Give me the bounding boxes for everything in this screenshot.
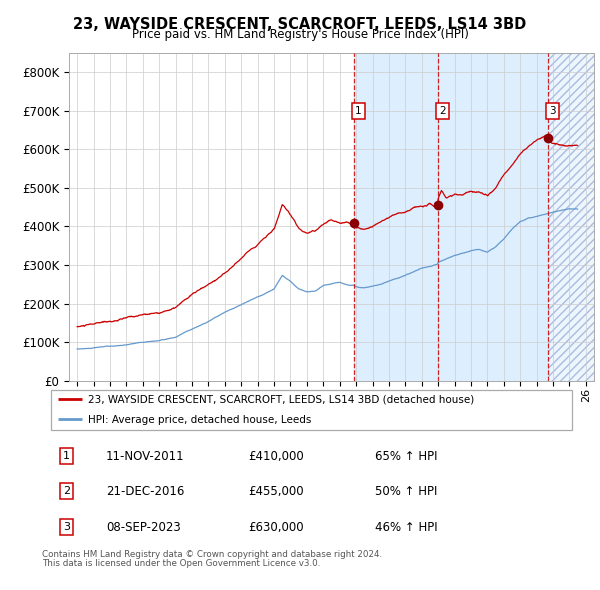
Text: 2: 2 bbox=[439, 106, 446, 116]
Text: Contains HM Land Registry data © Crown copyright and database right 2024.: Contains HM Land Registry data © Crown c… bbox=[42, 550, 382, 559]
Text: Price paid vs. HM Land Registry's House Price Index (HPI): Price paid vs. HM Land Registry's House … bbox=[131, 28, 469, 41]
Text: 2: 2 bbox=[63, 486, 70, 496]
Text: 65% ↑ HPI: 65% ↑ HPI bbox=[376, 450, 438, 463]
Text: 50% ↑ HPI: 50% ↑ HPI bbox=[376, 484, 438, 498]
Text: 3: 3 bbox=[549, 106, 556, 116]
FancyBboxPatch shape bbox=[50, 390, 572, 430]
Text: 08-SEP-2023: 08-SEP-2023 bbox=[106, 521, 181, 534]
Text: 1: 1 bbox=[63, 451, 70, 461]
Text: 1: 1 bbox=[355, 106, 362, 116]
Text: 23, WAYSIDE CRESCENT, SCARCROFT, LEEDS, LS14 3BD: 23, WAYSIDE CRESCENT, SCARCROFT, LEEDS, … bbox=[73, 17, 527, 31]
Bar bbox=[548, 53, 594, 381]
Text: £410,000: £410,000 bbox=[248, 450, 304, 463]
Text: HPI: Average price, detached house, Leeds: HPI: Average price, detached house, Leed… bbox=[88, 415, 311, 425]
Text: This data is licensed under the Open Government Licence v3.0.: This data is licensed under the Open Gov… bbox=[42, 559, 320, 568]
Text: £630,000: £630,000 bbox=[248, 521, 304, 534]
Text: £455,000: £455,000 bbox=[248, 484, 304, 498]
Bar bbox=[354, 53, 548, 381]
Text: 23, WAYSIDE CRESCENT, SCARCROFT, LEEDS, LS14 3BD (detached house): 23, WAYSIDE CRESCENT, SCARCROFT, LEEDS, … bbox=[88, 395, 474, 405]
Text: 3: 3 bbox=[63, 522, 70, 532]
Text: 21-DEC-2016: 21-DEC-2016 bbox=[106, 484, 184, 498]
Text: 11-NOV-2011: 11-NOV-2011 bbox=[106, 450, 185, 463]
Text: 46% ↑ HPI: 46% ↑ HPI bbox=[376, 521, 438, 534]
Bar bbox=[548, 53, 594, 381]
